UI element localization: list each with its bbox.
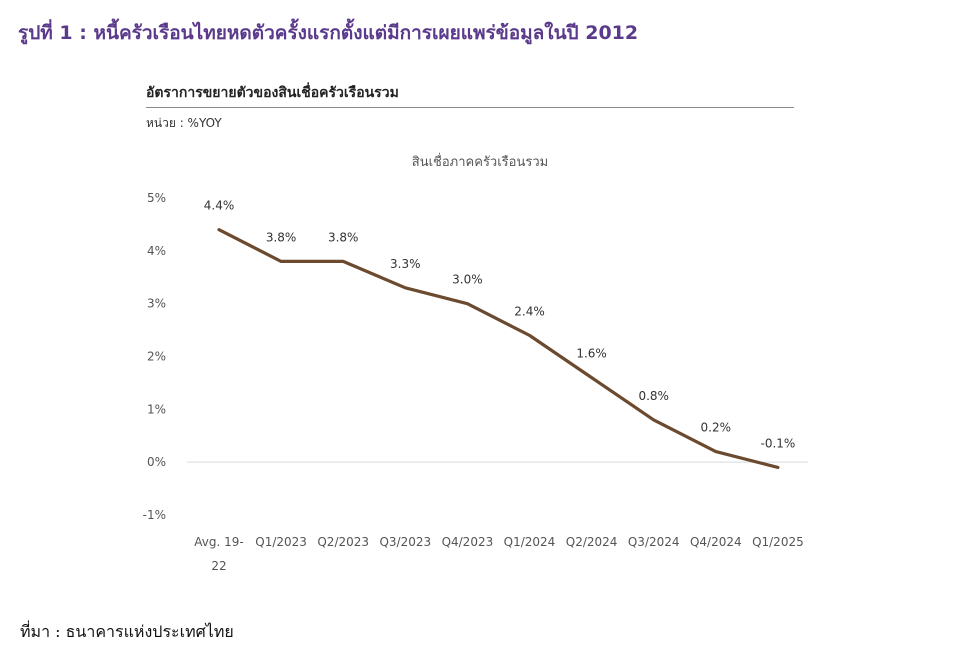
x-tick-label: Q2/2024 [566,535,618,549]
data-label: -0.1% [760,436,795,450]
figure-title: รูปที่ 1 : หนี้ครัวเรือนไทยหดตัวครั้งแรก… [18,22,639,44]
data-label: 3.8% [328,230,359,244]
y-tick-label: -1% [143,508,166,522]
x-tick-label: Q3/2023 [379,535,431,549]
x-tick-label: Avg. 19-22 [194,535,243,573]
x-tick-label: Q2/2023 [317,535,369,549]
y-tick-label: 2% [147,350,166,364]
x-tick-label: Q4/2024 [690,535,742,549]
y-tick-label: 0% [147,455,166,469]
x-tick-label: Q1/2025 [752,535,804,549]
chart-title: อัตราการขยายตัวของสินเชื่อครัวเรือนรวม [146,82,794,108]
y-tick-label: 5% [147,191,166,205]
unit-label: หน่วย : %YOY [146,116,222,130]
series-group: 4.4% 3.8% 3.8% 3.3% 3.0% 2.4% 1.6% 0.8% 0.2% -0.1… [204,199,795,470]
x-axis: Avg. 19-22 Q1/2023 Q2/2023 Q3/2023 Q4/2023 Q1… [194,535,803,573]
series-line [217,228,780,470]
data-label: 3.0% [452,273,483,287]
source-note: ที่มา : ธนาคารแห่งประเทศไทย [20,622,234,641]
data-label: 3.8% [266,230,297,244]
data-label: 0.8% [638,389,669,403]
data-label: 2.4% [514,304,545,318]
x-tick-label: Q4/2023 [442,535,494,549]
data-label: 1.6% [576,347,607,361]
y-tick-label: 4% [147,244,166,258]
data-label: 0.2% [701,421,732,435]
y-tick-label: 1% [147,402,166,416]
x-tick-label: Q1/2023 [255,535,307,549]
y-tick-label: 3% [147,297,166,311]
data-label: 4.4% [204,199,235,213]
chart-series-title: สินเชื่อภาคครัวเรือนรวม [412,153,548,170]
data-label: 3.3% [390,257,421,271]
x-tick-label: Q3/2024 [628,535,680,549]
chart-header: อัตราการขยายตัวของสินเชื่อครัวเรือนรวม ห… [146,82,794,133]
x-tick-label: Q1/2024 [504,535,556,549]
y-axis: 5% 4% 3% 2% 1% 0% -1% [143,191,808,522]
